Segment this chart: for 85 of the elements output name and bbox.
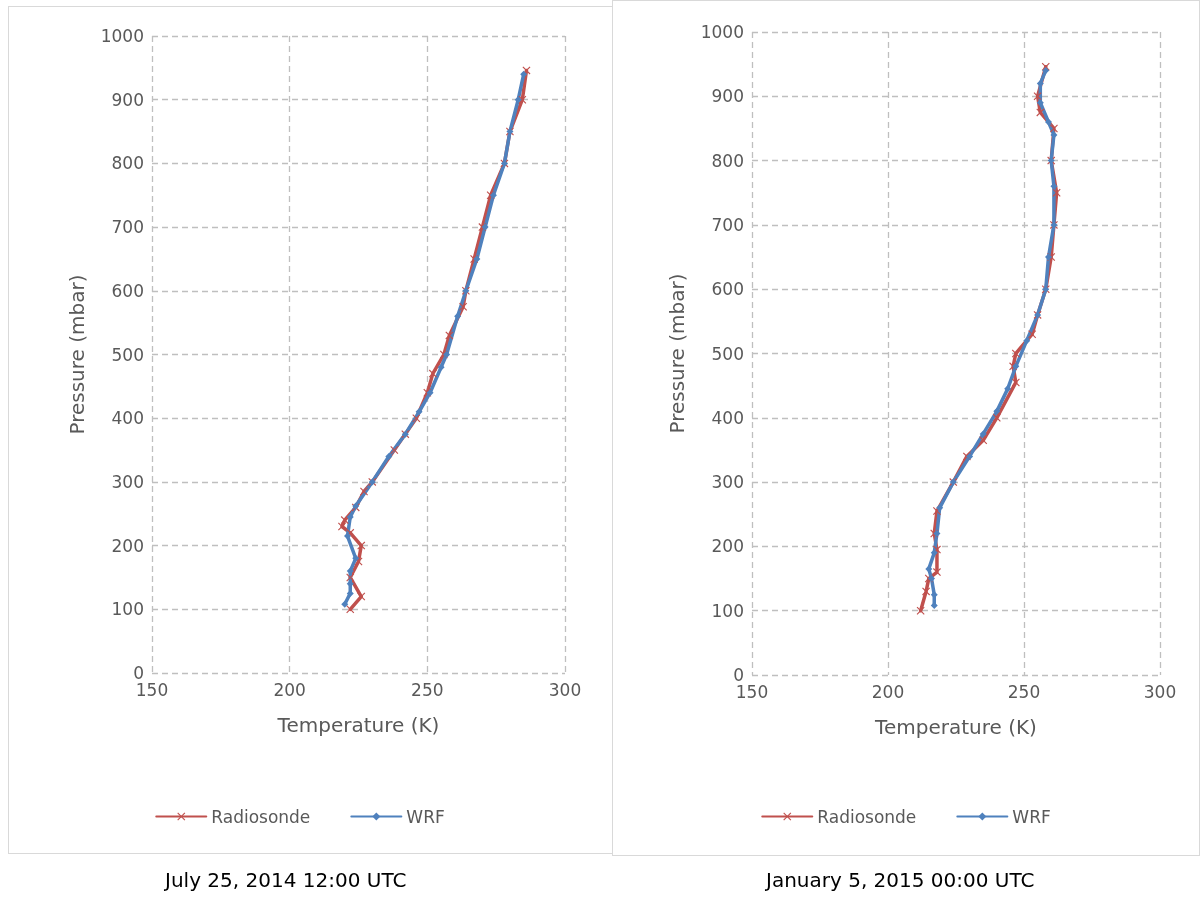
point [360,487,369,496]
y-tick-label: 900 [111,89,144,110]
point [1023,337,1031,345]
point [357,541,366,550]
y-tick-label: 500 [711,343,744,364]
point [412,414,421,423]
point [1011,349,1020,358]
point [514,96,522,104]
point [992,413,1001,422]
point [1044,253,1052,261]
point [385,452,393,460]
y-tick-label: 800 [111,153,144,174]
point [925,565,933,573]
y-tick-label: 100 [111,599,144,620]
y-tick-label: 400 [711,407,744,428]
x-tick-label: 300 [548,679,582,700]
x-tick-label: 200 [273,679,306,700]
point [341,600,349,608]
point [1050,131,1058,139]
point [993,407,1001,415]
y-tick-label: 100 [711,600,744,621]
x-tick-label: 250 [1007,681,1041,702]
x-tick-label: 200 [871,681,905,702]
text: January 5, 2015 00:00 UTC [764,868,1035,892]
y-tick-label: 500 [111,344,144,365]
point [352,554,360,562]
y-axis-title: Pressure (mbar) [665,273,689,434]
point [459,302,468,311]
legend-label: Radiosonde [211,806,311,827]
x-axis-title: Temperature (K) [276,713,440,737]
point [520,70,528,78]
point [445,331,454,340]
y-tick-label: 700 [711,214,744,235]
point [979,436,988,445]
y-tick-label: 400 [111,408,144,429]
point [922,587,931,596]
point [346,573,355,582]
point [936,504,944,512]
point [1036,99,1044,107]
point [1036,108,1045,117]
point [1044,118,1052,126]
legend-label: WRF [406,806,445,827]
point [390,446,399,455]
y-tick-label: 900 [711,86,744,107]
point [337,522,346,531]
point [966,452,974,460]
y-tick-label: 1000 [100,26,144,46]
point [1011,378,1020,387]
point [428,369,437,378]
point [1042,67,1050,75]
y-tick-label: 200 [711,536,744,557]
legend-label: Radiosonde [817,806,917,827]
point [343,532,351,540]
point [930,549,938,557]
y-tick-label: 700 [111,217,144,238]
point [1049,124,1058,133]
point [346,605,355,614]
point [443,351,451,358]
point [1028,330,1037,339]
point [346,513,354,521]
point [415,408,423,416]
y-tick-label: 600 [711,279,744,300]
legend-label: WRF [1012,806,1051,827]
point [979,430,987,438]
y-tick-label: 300 [711,472,744,493]
x-tick-label: 250 [411,679,444,700]
point [1052,188,1061,197]
point [1036,79,1044,87]
y-axis-title: Pressure (mbar) [65,274,89,435]
point [930,602,938,610]
y-tick-label: 300 [111,471,144,492]
point [1004,385,1012,393]
y-tick-label: 1000 [700,22,744,42]
point [437,363,445,371]
point [928,575,936,583]
y-tick-label: 600 [111,280,144,301]
y-tick-label: 800 [711,150,744,171]
point [454,312,462,320]
x-axis-title: Temperature (K) [874,715,1037,739]
y-tick-label: 200 [111,535,144,556]
text: July 25, 2014 12:00 UTC [163,868,407,892]
point [357,592,366,601]
x-tick-label: 300 [1143,681,1177,702]
point [1033,92,1042,101]
point [916,606,925,615]
